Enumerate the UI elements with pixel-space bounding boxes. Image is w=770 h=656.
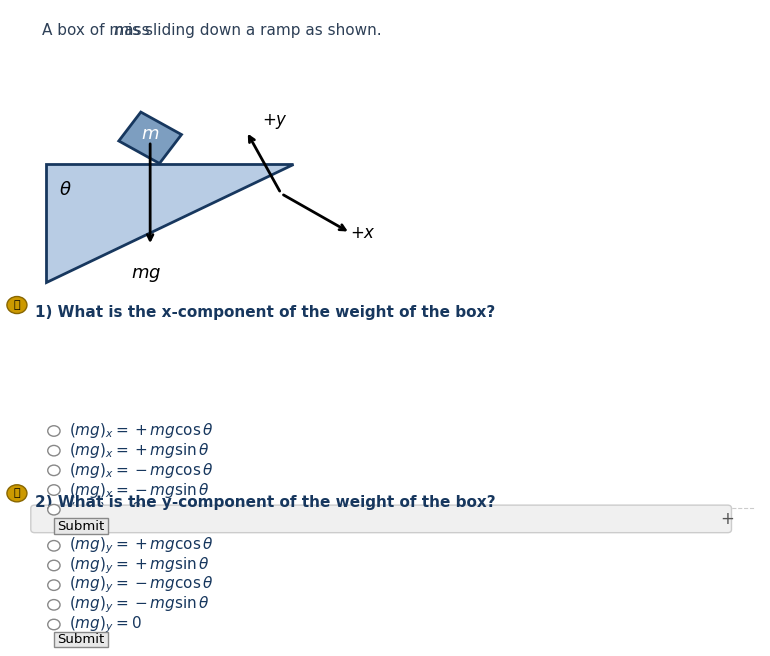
Text: 2) What is the y-component of the weight of the box?: 2) What is the y-component of the weight…	[35, 495, 495, 510]
Text: $(mg)_y = +mg\cos\theta$: $(mg)_y = +mg\cos\theta$	[69, 535, 214, 556]
Text: $(mg)_x = -mg\cos\theta$: $(mg)_x = -mg\cos\theta$	[69, 461, 214, 480]
FancyBboxPatch shape	[31, 505, 731, 533]
Circle shape	[48, 445, 60, 456]
Text: m: m	[114, 23, 129, 38]
Polygon shape	[119, 112, 182, 163]
Text: $(mg)_y = +mg\sin\theta$: $(mg)_y = +mg\sin\theta$	[69, 555, 210, 576]
Text: $(mg)_y = 0$: $(mg)_y = 0$	[69, 614, 142, 635]
Circle shape	[48, 504, 60, 515]
Text: Submit: Submit	[57, 633, 105, 646]
Text: $(mg)_x = -mg\sin\theta$: $(mg)_x = -mg\sin\theta$	[69, 481, 210, 499]
Circle shape	[48, 465, 60, 476]
FancyBboxPatch shape	[54, 518, 108, 534]
FancyBboxPatch shape	[54, 632, 108, 647]
Text: 1) What is the x-component of the weight of the box?: 1) What is the x-component of the weight…	[35, 305, 495, 320]
Text: $mg$: $mg$	[131, 266, 162, 283]
Circle shape	[48, 580, 60, 590]
Text: $(mg)_y = -mg\cos\theta$: $(mg)_y = -mg\cos\theta$	[69, 575, 214, 596]
Text: $(mg)_x = +mg\sin\theta$: $(mg)_x = +mg\sin\theta$	[69, 441, 210, 460]
Text: $(mg)_x = +mg\cos\theta$: $(mg)_x = +mg\cos\theta$	[69, 422, 214, 440]
Circle shape	[48, 485, 60, 495]
Text: 🕐: 🕐	[14, 488, 20, 499]
Circle shape	[48, 426, 60, 436]
Circle shape	[7, 485, 27, 502]
Circle shape	[48, 541, 60, 551]
Text: Submit: Submit	[57, 520, 105, 533]
Circle shape	[48, 600, 60, 610]
Text: $(mg)_y = -mg\sin\theta$: $(mg)_y = -mg\sin\theta$	[69, 594, 210, 615]
Text: is sliding down a ramp as shown.: is sliding down a ramp as shown.	[123, 23, 382, 38]
Text: $+x$: $+x$	[350, 224, 377, 242]
Circle shape	[7, 297, 27, 314]
Text: $\theta$: $\theta$	[59, 181, 72, 199]
Polygon shape	[46, 164, 293, 282]
Text: A box of mass: A box of mass	[42, 23, 155, 38]
Text: $m$: $m$	[141, 125, 159, 144]
Text: $+y$: $+y$	[262, 112, 288, 131]
Text: 🕐: 🕐	[14, 300, 20, 310]
Text: $(mg)_x = 0$: $(mg)_x = 0$	[69, 501, 142, 519]
Circle shape	[48, 619, 60, 630]
Circle shape	[48, 560, 60, 571]
Text: +: +	[721, 510, 735, 528]
